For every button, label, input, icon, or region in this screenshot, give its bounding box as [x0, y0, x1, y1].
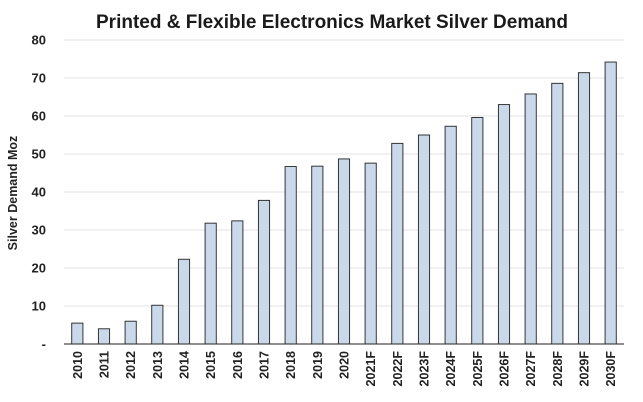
x-tick-label: 2029F	[578, 351, 592, 387]
y-tick-label: 80	[32, 33, 46, 48]
bar-2015	[204, 222, 217, 345]
bars	[71, 61, 617, 345]
bar-2027F	[524, 93, 537, 345]
x-tick-label: 2017	[258, 351, 272, 379]
x-axis-ticks: 2010 2011 2012 2013 2014 2015 2016 2017 2018 2019…	[71, 351, 618, 387]
y-tick-label: 60	[32, 109, 46, 124]
bar-2010	[71, 322, 84, 345]
bar-2026F	[497, 104, 511, 345]
x-tick-label: 2027F	[524, 351, 538, 387]
bar-2028F	[551, 82, 564, 345]
bar-2018	[284, 166, 297, 345]
x-tick-label: 2012	[124, 351, 138, 379]
chart-title: Printed & Flexible Electronics Market Si…	[96, 12, 568, 33]
x-tick-label: 2021F	[364, 351, 378, 387]
x-tick-label: 2022F	[391, 351, 405, 387]
bar-2019	[311, 165, 324, 345]
bar-2017	[257, 199, 271, 345]
bar-2023F	[417, 134, 431, 345]
x-tick-label: 2019	[311, 351, 325, 379]
x-tick-label: 2025F	[471, 351, 485, 387]
x-tick-label: 2014	[178, 351, 192, 379]
y-tick-label: 40	[32, 185, 46, 200]
bar-2025F	[471, 117, 484, 345]
y-tick-label: -	[42, 337, 46, 352]
x-tick-label: 2023F	[418, 351, 432, 387]
x-tick-label: 2010	[71, 351, 85, 379]
bar-2022F	[391, 142, 404, 345]
bar-2011	[97, 328, 111, 345]
bar-2030F	[604, 61, 617, 345]
bar-2013	[151, 304, 164, 345]
bar-2020	[337, 158, 351, 345]
x-tick-label: 2018	[284, 351, 298, 379]
y-axis-label: Silver Demand Moz	[6, 136, 20, 251]
bar-2016	[231, 220, 244, 345]
bar-2014	[177, 258, 191, 345]
x-tick-label: 2011	[98, 351, 112, 378]
x-tick-label: 2015	[204, 351, 218, 379]
y-tick-label: 20	[32, 261, 46, 276]
x-tick-label: 2026F	[498, 351, 512, 387]
x-tick-label: 2024F	[444, 351, 458, 387]
bar-2029F	[577, 72, 591, 345]
x-tick-label: 2030F	[604, 351, 618, 387]
bar-2024F	[444, 125, 457, 345]
x-tick-label: 2028F	[551, 351, 565, 387]
x-tick-label: 2016	[231, 351, 245, 379]
y-axis-ticks: - 10 20 30 40 50 60 70 80	[32, 33, 46, 352]
y-tick-label: 30	[32, 223, 46, 238]
y-tick-label: 50	[32, 147, 46, 162]
bar-2012	[124, 320, 137, 345]
x-tick-label: 2020	[338, 351, 352, 379]
y-tick-label: 70	[32, 71, 46, 86]
bar-2021F	[364, 162, 377, 345]
x-tick-label: 2013	[151, 351, 165, 379]
y-tick-label: 10	[32, 299, 46, 314]
